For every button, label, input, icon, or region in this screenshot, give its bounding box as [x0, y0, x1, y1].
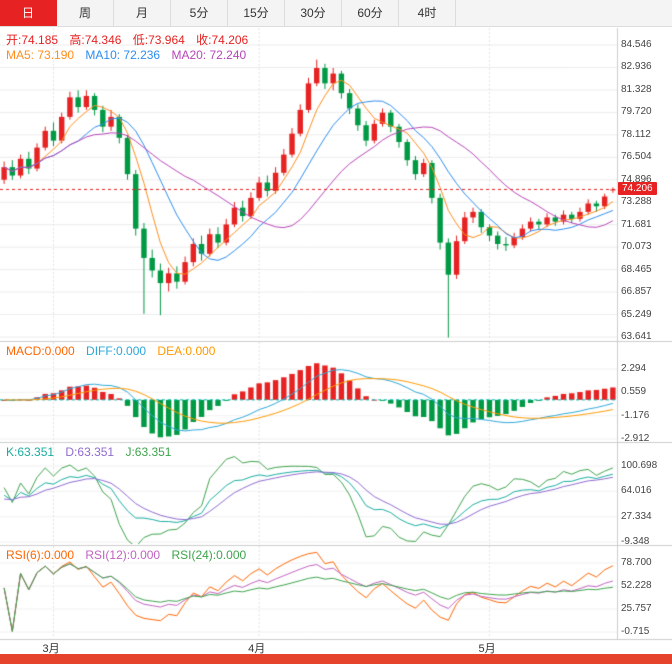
tab-15min[interactable]: 15分	[228, 0, 285, 26]
low-value: 低:73.964	[132, 33, 185, 47]
bottom-scrollbar[interactable]	[0, 654, 672, 664]
rsi24-value: RSI(24):0.000	[171, 548, 247, 562]
ma5-value: MA5: 73.190	[6, 48, 75, 62]
k-value: K:63.351	[6, 445, 55, 459]
tab-4hour[interactable]: 4时	[399, 0, 456, 26]
kdj-readout: K:63.351 D:63.351 J:63.351	[6, 445, 179, 459]
close-value: 收:74.206	[196, 33, 249, 47]
tab-day[interactable]: 日	[0, 0, 57, 26]
rsi6-value: RSI(6):0.000	[6, 548, 75, 562]
dea-value: DEA:0.000	[157, 344, 216, 358]
ma-readout: MA5: 73.190 MA10: 72.236 MA20: 72.240	[6, 48, 254, 62]
ma20-value: MA20: 72.240	[171, 48, 247, 62]
ohlc-readout: 开:74.185 高:74.346 低:73.964 收:74.206	[6, 31, 256, 48]
tab-week[interactable]: 周	[57, 0, 114, 26]
macd-readout: MACD:0.000 DIFF:0.000 DEA:0.000	[6, 344, 223, 358]
rsi-readout: RSI(6):0.000 RSI(12):0.000 RSI(24):0.000	[6, 548, 254, 562]
tab-month[interactable]: 月	[114, 0, 171, 26]
last-price-badge: 74.206	[618, 182, 657, 196]
tab-60min[interactable]: 60分	[342, 0, 399, 26]
ma10-value: MA10: 72.236	[85, 48, 161, 62]
tabbar-filler	[456, 0, 672, 26]
d-value: D:63.351	[65, 445, 115, 459]
open-value: 开:74.185	[6, 33, 59, 47]
rsi12-value: RSI(12):0.000	[85, 548, 161, 562]
timeframe-tabbar: 日 周 月 5分 15分 30分 60分 4时	[0, 0, 672, 27]
diff-value: DIFF:0.000	[86, 344, 147, 358]
j-value: J:63.351	[125, 445, 172, 459]
high-value: 高:74.346	[69, 33, 122, 47]
tab-5min[interactable]: 5分	[171, 0, 228, 26]
macd-value: MACD:0.000	[6, 344, 75, 358]
tab-30min[interactable]: 30分	[285, 0, 342, 26]
